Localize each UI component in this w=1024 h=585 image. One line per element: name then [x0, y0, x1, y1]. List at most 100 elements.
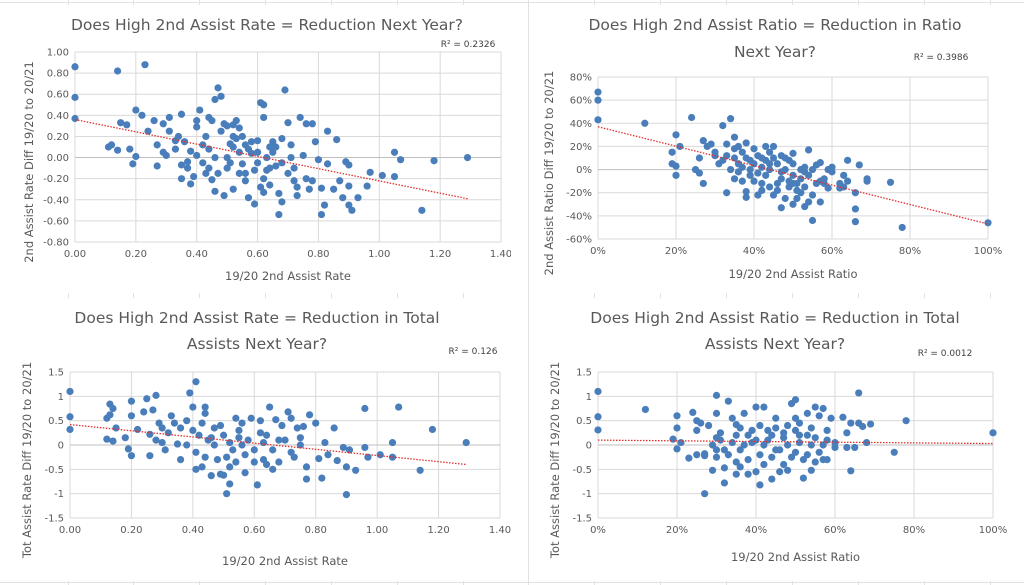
- data-point: [238, 160, 246, 168]
- data-point: [214, 169, 222, 177]
- sheet-gridline: [0, 582, 1024, 583]
- data-point: [847, 467, 855, 475]
- data-point: [711, 148, 719, 156]
- x-tick-label: 80%: [899, 246, 921, 257]
- data-point: [784, 421, 792, 430]
- data-point: [697, 419, 705, 427]
- data-point: [226, 463, 234, 471]
- x-tick-label: 60%: [824, 525, 846, 536]
- chart-2nd-assist-ratio-vs-diff[interactable]: Does High 2nd Assist Ratio = Reduction i…: [531, 5, 1019, 293]
- data-point: [777, 168, 785, 176]
- data-point: [769, 154, 778, 162]
- data-point: [376, 451, 384, 459]
- data-point: [416, 466, 424, 474]
- data-point: [202, 169, 210, 177]
- data-point: [317, 210, 326, 219]
- data-point: [672, 131, 680, 139]
- data-point: [812, 179, 820, 188]
- data-point: [462, 438, 470, 447]
- data-point: [764, 426, 772, 434]
- data-point: [127, 452, 136, 460]
- data-point: [158, 424, 166, 432]
- chart-2nd-assist-ratio-vs-total-diff[interactable]: Does High 2nd Assist Ratio = Reduction i…: [531, 298, 1019, 581]
- data-point: [742, 139, 750, 147]
- data-point: [223, 453, 231, 461]
- data-point: [688, 113, 696, 122]
- data-point: [594, 413, 602, 421]
- data-point: [219, 471, 228, 479]
- chart-2nd-assist-rate-vs-diff[interactable]: Does High 2nd Assist Rate = Reduction Ne…: [3, 5, 511, 293]
- data-point: [777, 204, 785, 212]
- data-point: [801, 183, 809, 191]
- data-point: [210, 441, 218, 449]
- x-tick-label: 0%: [590, 525, 606, 536]
- data-point: [272, 162, 280, 170]
- data-point: [723, 140, 731, 148]
- data-point: [302, 175, 310, 183]
- data-point: [727, 115, 735, 123]
- data-point: [112, 424, 120, 432]
- data-point: [152, 391, 160, 399]
- data-point: [811, 403, 819, 411]
- data-point: [247, 138, 256, 146]
- data-point: [195, 431, 203, 439]
- trendline: [74, 118, 468, 200]
- data-point: [192, 448, 200, 456]
- data-point: [127, 412, 136, 420]
- data-point: [272, 143, 280, 151]
- data-point: [170, 419, 179, 427]
- data-point: [677, 438, 685, 447]
- chart-title: Does High 2nd Assist Rate = Reduction Ne…: [71, 16, 463, 34]
- data-point: [333, 456, 341, 465]
- y-tick-label: 60%: [570, 96, 592, 107]
- data-point: [150, 117, 158, 125]
- x-tick-label: 1.20: [429, 249, 451, 260]
- data-point: [819, 404, 827, 413]
- x-tick-label: 40%: [743, 246, 765, 257]
- y-axis-label: 2nd Assist Ratio Diff 19/20 to 20/21: [542, 71, 556, 276]
- data-point: [187, 180, 195, 188]
- data-point: [708, 466, 717, 474]
- data-point: [685, 454, 693, 462]
- data-point: [318, 474, 326, 482]
- data-point: [859, 422, 867, 431]
- data-point: [232, 117, 240, 125]
- data-point: [803, 409, 811, 417]
- data-point: [844, 156, 852, 164]
- data-point: [784, 466, 792, 474]
- x-tick-label: 20%: [665, 246, 687, 257]
- data-point: [211, 187, 219, 195]
- data-point: [167, 412, 175, 420]
- data-point: [177, 175, 186, 183]
- data-point: [253, 137, 262, 145]
- data-point: [760, 403, 768, 411]
- data-point: [287, 448, 295, 456]
- data-point: [223, 490, 231, 498]
- data-point: [189, 426, 197, 434]
- data-point: [296, 441, 304, 449]
- data-point: [269, 465, 277, 473]
- data-point: [705, 421, 713, 430]
- data-point: [278, 421, 286, 430]
- x-axis-label: 19/20 2nd Assist Ratio: [731, 550, 860, 564]
- data-point: [232, 414, 240, 422]
- data-point: [811, 434, 819, 442]
- data-point: [738, 163, 746, 171]
- data-point: [250, 200, 259, 208]
- data-point: [217, 127, 225, 135]
- data-point: [695, 154, 703, 162]
- data-point: [673, 445, 681, 453]
- data-point: [201, 409, 209, 417]
- data-point: [220, 120, 228, 128]
- data-point: [815, 412, 823, 420]
- data-point: [275, 458, 283, 466]
- data-point: [463, 153, 472, 162]
- data-point: [795, 419, 804, 427]
- data-point: [106, 411, 114, 419]
- data-point: [162, 151, 170, 160]
- data-point: [851, 205, 859, 213]
- chart-2nd-assist-rate-vs-total-diff[interactable]: Does High 2nd Assist Rate = Reduction in…: [3, 298, 511, 581]
- trendline: [597, 439, 994, 445]
- data-point: [211, 153, 219, 162]
- r-squared-label: R² = 0.0012: [918, 349, 973, 359]
